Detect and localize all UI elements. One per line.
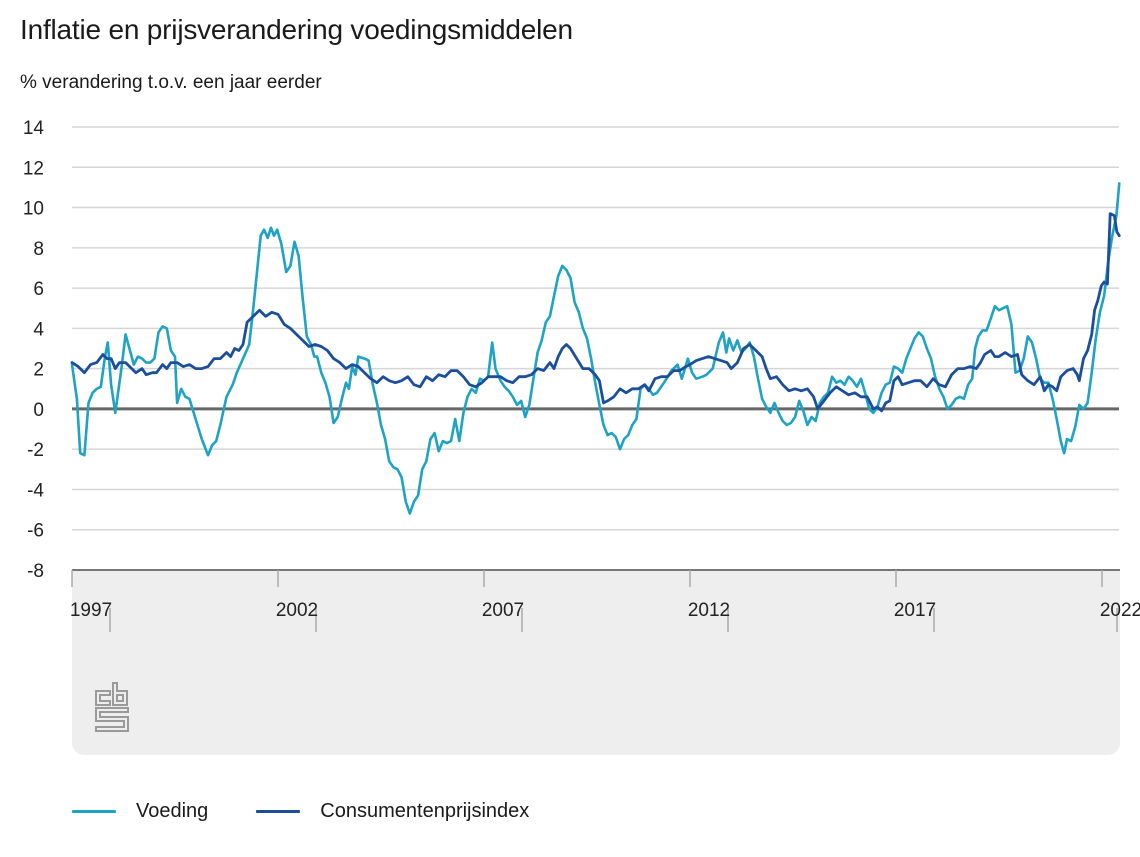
x-tick-label: 2022 (1100, 600, 1140, 621)
y-tick-label: 8 (33, 239, 44, 260)
logo-b (112, 682, 128, 706)
series-lines (70, 182, 1121, 515)
x-tick-label: 2007 (482, 600, 524, 621)
y-tick-label: 12 (23, 158, 44, 179)
x-tick-label: 2002 (276, 600, 318, 621)
x-tick-label: 2012 (688, 600, 730, 621)
line-chart: 14 12 10 8 6 4 2 0 -2 -4 -6 -8 1997 2002 2007 2012 2017… (23, 118, 1140, 755)
legend-item-voeding[interactable]: Voeding (72, 800, 208, 823)
legend-line-icon (72, 810, 116, 813)
series-line-consumentenprijsindex[interactable] (70, 212, 1121, 413)
y-tick-label: 4 (33, 319, 44, 340)
y-tick-label: -6 (27, 521, 44, 542)
x-axis: 1997 2002 2007 2012 2017 2022 (70, 570, 1140, 632)
navigator-background (72, 570, 1120, 755)
legend-label: Consumentenprijsindex (320, 800, 530, 822)
y-tick-label: -2 (27, 440, 44, 461)
y-axis-labels: 14 12 10 8 6 4 2 0 -2 -4 -6 -8 (23, 118, 45, 582)
navigator-panel[interactable] (72, 570, 1120, 755)
y-tick-label: 2 (33, 360, 44, 381)
logo-s (95, 707, 129, 732)
series-line-voeding[interactable] (70, 182, 1121, 515)
logo-c (95, 690, 111, 706)
chart-subtitle: % verandering t.o.v. een jaar eerder (20, 72, 322, 93)
y-tick-label: 10 (23, 199, 44, 220)
y-tick-label: -4 (27, 480, 44, 501)
legend: Voeding Consumentenprijsindex (72, 800, 577, 823)
y-tick-label: 14 (23, 118, 45, 139)
x-tick-label: 1997 (70, 600, 112, 621)
grid-lines (72, 126, 1120, 571)
y-tick-label: 6 (33, 279, 44, 300)
legend-line-icon (256, 810, 301, 813)
y-tick-label: -8 (27, 561, 44, 582)
legend-label: Voeding (136, 800, 209, 822)
legend-item-consumentenprijsindex[interactable]: Consumentenprijsindex (256, 800, 529, 823)
y-tick-label: 0 (33, 400, 44, 421)
cbs-logo-icon (95, 682, 129, 732)
x-tick-label: 2017 (894, 600, 936, 621)
chart-title: Inflatie en prijsverandering voedingsmid… (20, 14, 573, 45)
